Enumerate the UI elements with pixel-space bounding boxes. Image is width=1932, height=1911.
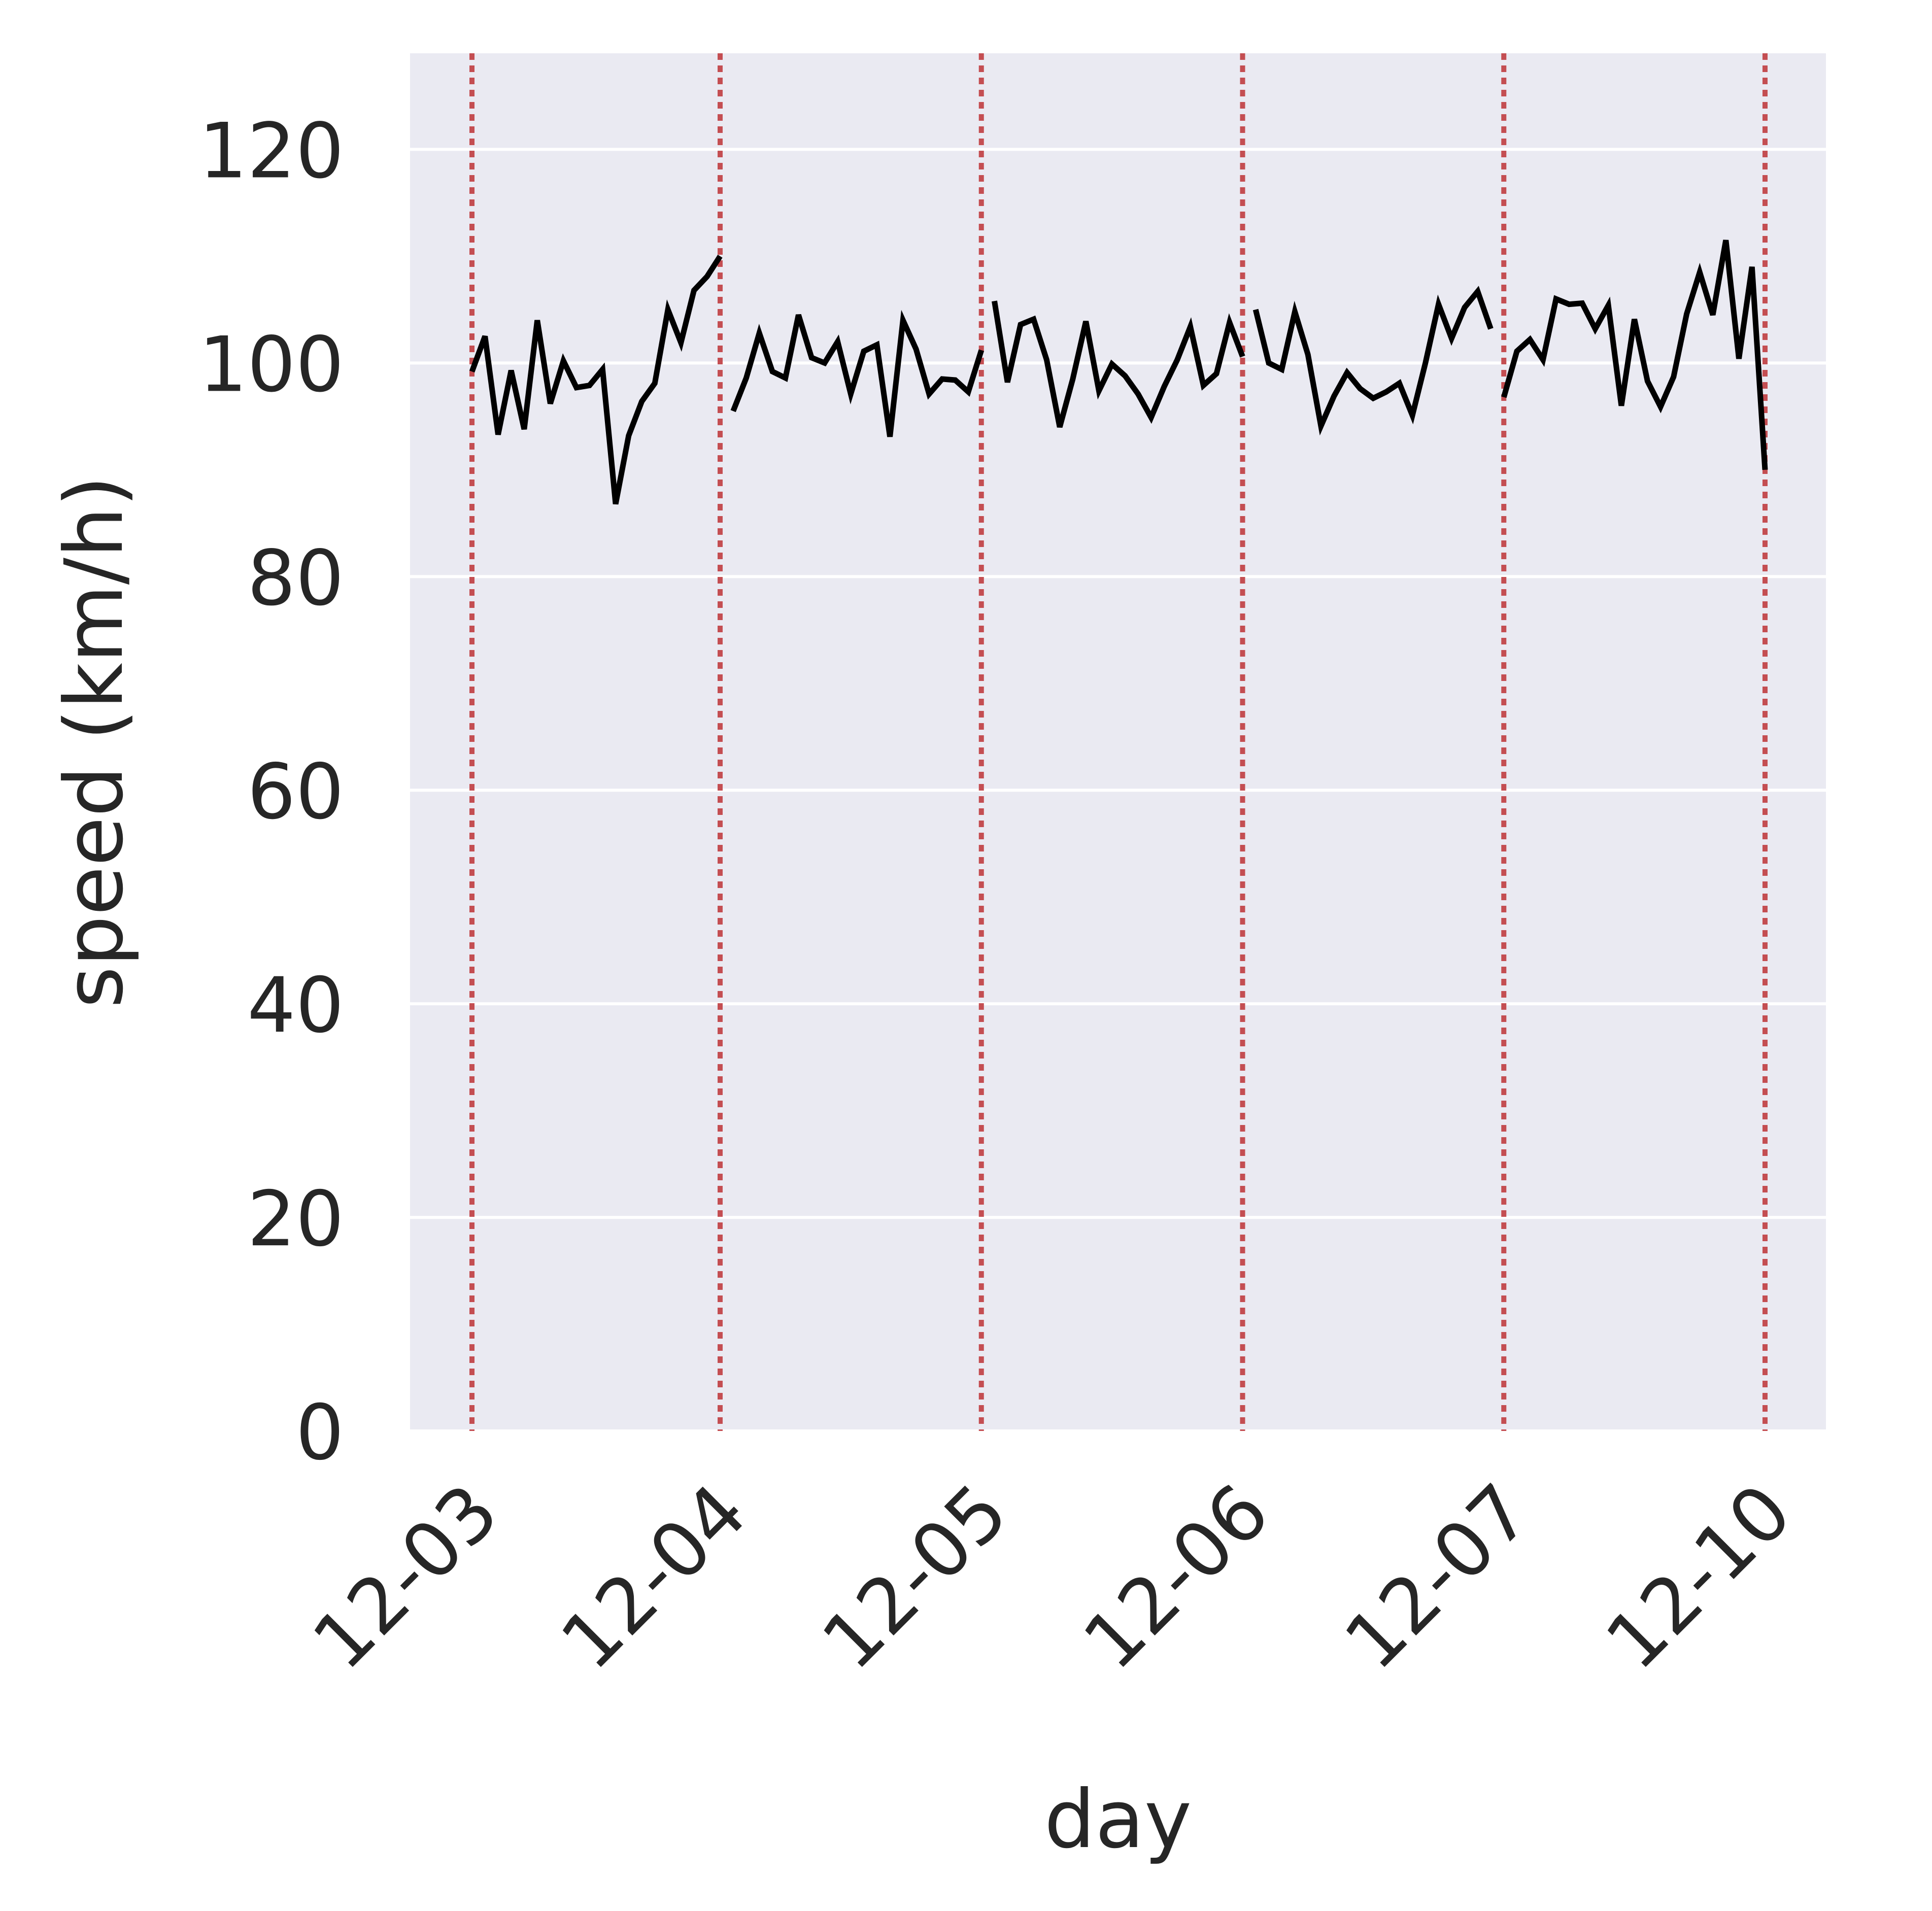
y-tick-label: 40 (247, 962, 344, 1050)
y-tick-label: 20 (247, 1175, 344, 1264)
plot-background (410, 53, 1826, 1431)
x-tick-label: 12-06 (1067, 1468, 1286, 1686)
speed-line-12-03 (469, 254, 723, 505)
y-tick-label: 60 (247, 748, 344, 836)
x-tick-label: 12-07 (1328, 1468, 1547, 1686)
x-tick-label: 12-05 (806, 1468, 1025, 1686)
day-separators (469, 53, 1768, 1431)
y-tick-labels: 0 20 40 60 80 100 120 (199, 107, 344, 1477)
x-tick-label: 12-03 (296, 1468, 515, 1686)
y-tick-label: 80 (247, 534, 344, 623)
speed-line-12-07 (1501, 240, 1768, 470)
speed-line-12-05 (992, 300, 1245, 428)
speed-line-12-04 (730, 310, 985, 437)
x-tick-label: 12-10 (1589, 1468, 1808, 1686)
grid-lines (410, 148, 1826, 1432)
speed-series (469, 240, 1768, 505)
speed-line-12-06 (1252, 286, 1494, 436)
x-tick-labels: 12-03 12-04 12-05 12-06 12-07 12-10 (296, 1468, 1808, 1686)
y-tick-label: 120 (199, 107, 344, 195)
x-axis-label: day (1044, 1773, 1192, 1866)
y-tick-label: 0 (296, 1389, 344, 1477)
y-axis-label: speed (km/h) (48, 475, 141, 1008)
x-tick-label: 12-04 (545, 1468, 763, 1686)
y-tick-label: 100 (199, 321, 344, 409)
